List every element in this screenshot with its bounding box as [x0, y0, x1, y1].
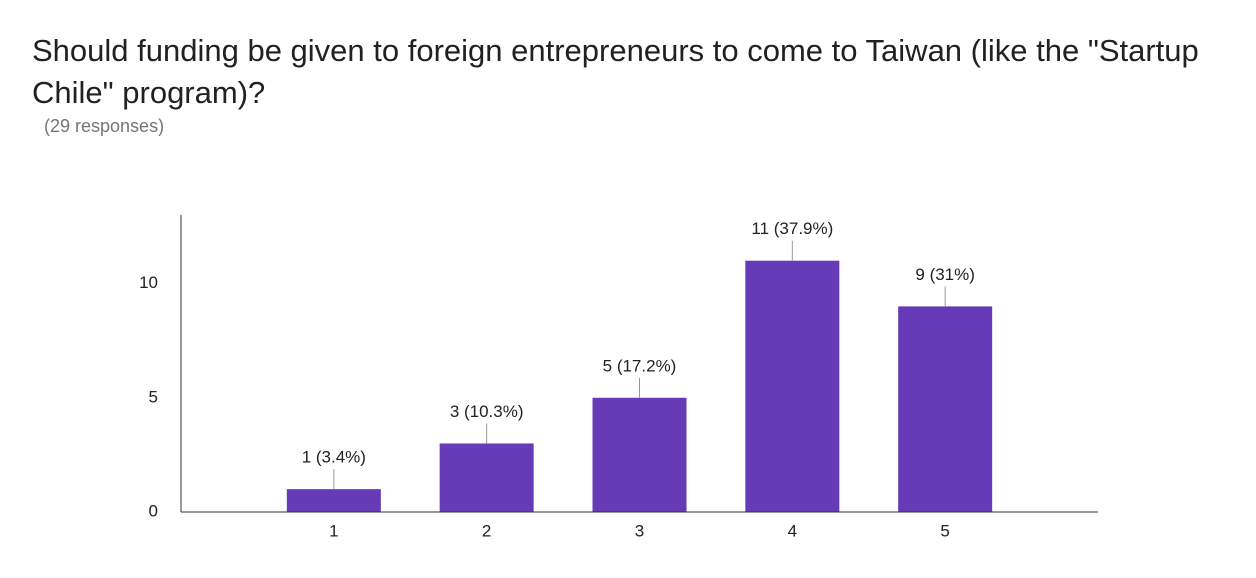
x-tick-label: 5	[940, 521, 949, 540]
bar	[898, 306, 993, 512]
bar	[745, 260, 840, 512]
bar	[439, 443, 534, 512]
value-label: 5 (17.2%)	[603, 356, 677, 375]
y-tick-label: 0	[149, 501, 158, 520]
x-tick-label: 3	[635, 521, 644, 540]
x-tick-label: 4	[788, 521, 797, 540]
value-label: 3 (10.3%)	[450, 402, 524, 421]
bar	[592, 397, 687, 512]
x-tick-label: 1	[329, 521, 338, 540]
x-tick-label: 2	[482, 521, 491, 540]
y-tick-label: 5	[149, 387, 158, 406]
chart-subtitle: (29 responses)	[44, 116, 165, 136]
value-label: 1 (3.4%)	[302, 448, 366, 467]
chart-title: Should funding be given to foreign entre…	[32, 33, 1199, 110]
bar	[286, 489, 381, 512]
value-label: 11 (37.9%)	[751, 219, 833, 238]
y-tick-label: 10	[139, 273, 158, 292]
value-label: 9 (31%)	[915, 265, 975, 284]
